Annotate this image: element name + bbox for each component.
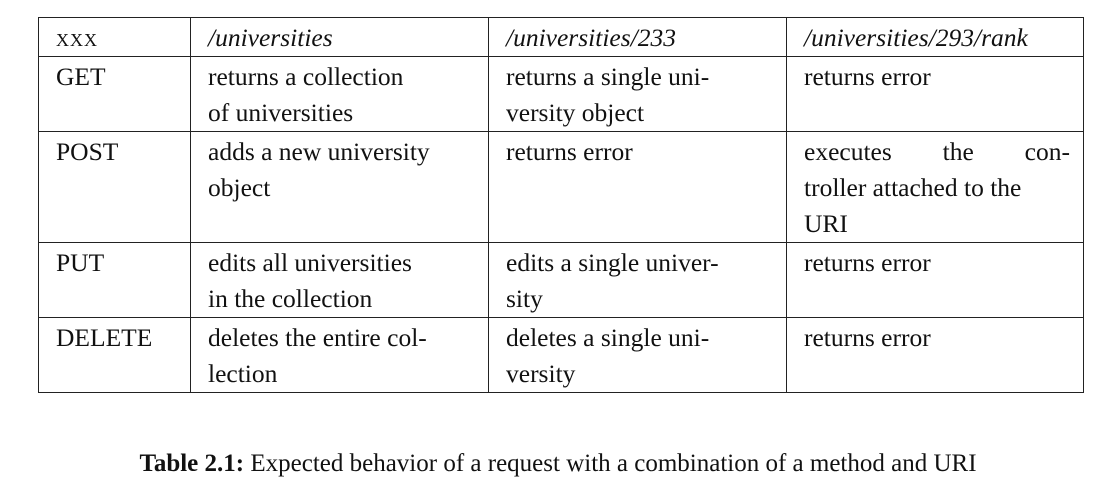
table-cell: returns error: [488, 131, 787, 243]
method-cell: POST: [38, 131, 191, 243]
table-cell: deletes the entire col- lection: [190, 317, 489, 393]
cell-line: returns error: [804, 323, 931, 352]
header-uri-item: /universities/233: [488, 17, 787, 57]
table-cell: adds a new university object: [190, 131, 489, 243]
cell-line: of universities: [208, 98, 354, 127]
table-cell: edits a single univer- sity: [488, 242, 787, 318]
table-cell: returns a collection of universities: [190, 56, 489, 132]
table-row-post: POST adds a new university object return…: [38, 131, 1084, 243]
table-cell: returns error: [786, 317, 1084, 393]
cell-line: deletes a single uni-: [506, 323, 710, 352]
table-row-get: GET returns a collection of universities…: [38, 56, 1084, 132]
method-cell: GET: [38, 56, 191, 132]
header-uri-collection: /universities: [190, 17, 489, 57]
header-corner-cell: xxx: [38, 17, 191, 57]
cell-line: versity object: [506, 98, 645, 127]
cell-line: troller attached to the: [804, 173, 1022, 202]
cell-line: object: [208, 173, 271, 202]
table-cell: deletes a single uni- versity: [488, 317, 787, 393]
behavior-table: xxx /universities /universities/233 /uni…: [38, 17, 1084, 393]
caption-label: Table 2.1:: [139, 450, 245, 477]
cell-line: returns error: [506, 137, 633, 166]
table-header-row: xxx /universities /universities/233 /uni…: [38, 17, 1084, 57]
table-caption: Table 2.1: Expected behavior of a reques…: [0, 448, 1116, 480]
caption-text: Expected behavior of a request with a co…: [250, 450, 977, 477]
table-cell: returns error: [786, 56, 1084, 132]
cell-line: sity: [506, 284, 543, 313]
cell-line: returns a single uni-: [506, 62, 710, 91]
table-cell: executes the con- troller attached to th…: [786, 131, 1084, 243]
table-cell: returns a single uni- versity object: [488, 56, 787, 132]
cell-line: adds a new university: [208, 137, 430, 166]
cell-line: edits all universities: [208, 248, 412, 277]
cell-line: returns error: [804, 62, 931, 91]
table-row-delete: DELETE deletes the entire col- lection d…: [38, 317, 1084, 393]
cell-line: versity: [506, 359, 576, 388]
cell-line: in the collection: [208, 284, 373, 313]
cell-line: URI: [804, 209, 848, 238]
cell-line: lection: [208, 359, 278, 388]
header-uri-controller: /universities/293/rank: [786, 17, 1084, 57]
method-cell: DELETE: [38, 317, 191, 393]
method-cell: PUT: [38, 242, 191, 318]
cell-line: executes the con-: [804, 137, 1070, 166]
cell-line: edits a single univer-: [506, 248, 719, 277]
cell-line: deletes the entire col-: [208, 323, 427, 352]
cell-line: returns a collection: [208, 62, 404, 91]
behavior-table-container: xxx /universities /universities/233 /uni…: [38, 17, 1084, 393]
table-row-put: PUT edits all universities in the collec…: [38, 242, 1084, 318]
table-cell: edits all universities in the collection: [190, 242, 489, 318]
cell-line: returns error: [804, 248, 931, 277]
table-cell: returns error: [786, 242, 1084, 318]
